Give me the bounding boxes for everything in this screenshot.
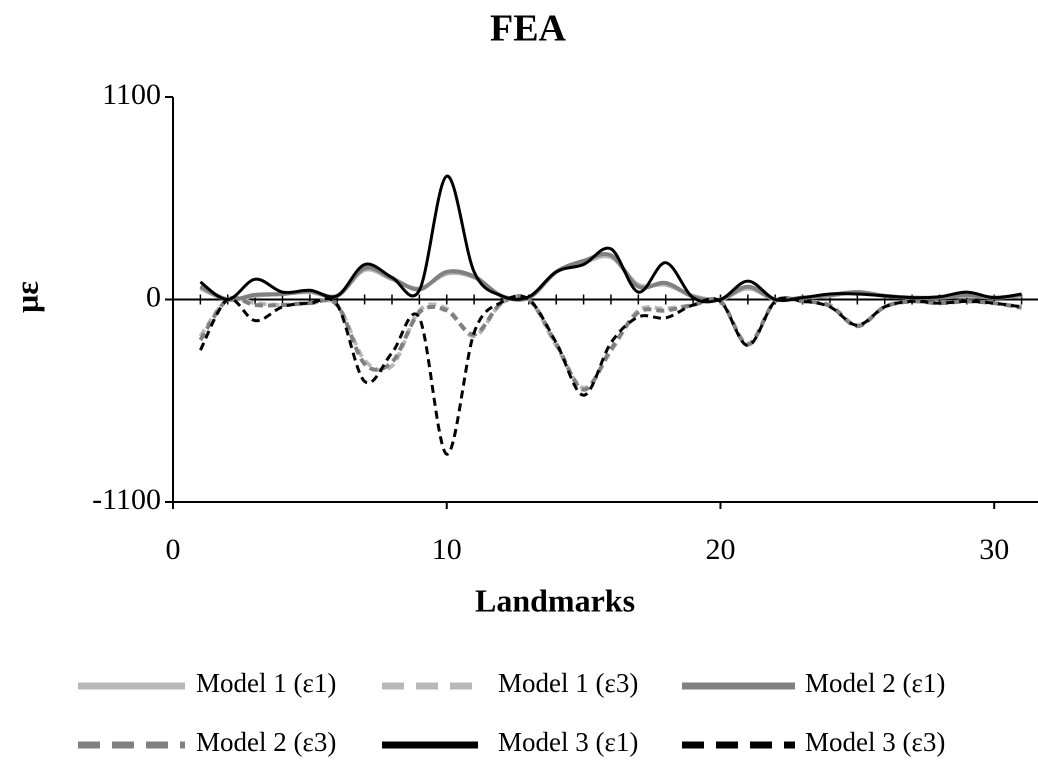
legend-label: Model 1 (ε1) [196,668,336,698]
x-axis-label: Landmarks [475,582,635,618]
y-tick-label: 0 [146,280,161,313]
series-line [198,294,1022,392]
series-line [198,293,1022,390]
x-tick-label: 20 [705,533,735,566]
legend-label: Model 2 (ε3) [196,727,336,757]
legend-label: Model 3 (ε3) [805,727,945,757]
series-line [199,174,1022,304]
y-axis-label: με [8,281,44,313]
series-line [199,294,1022,456]
x-tick-label: 10 [432,533,462,566]
x-tick-label: 0 [166,533,181,566]
legend-label: Model 1 (ε3) [498,668,638,698]
legend-label: Model 3 (ε1) [498,727,638,757]
y-tick-label: 1100 [102,78,161,111]
y-tick-label: -1100 [92,483,161,516]
chart-title: FEA [490,8,567,50]
legend-label: Model 2 (ε1) [805,668,945,698]
x-tick-label: 30 [979,533,1009,566]
series-line [199,251,1022,303]
